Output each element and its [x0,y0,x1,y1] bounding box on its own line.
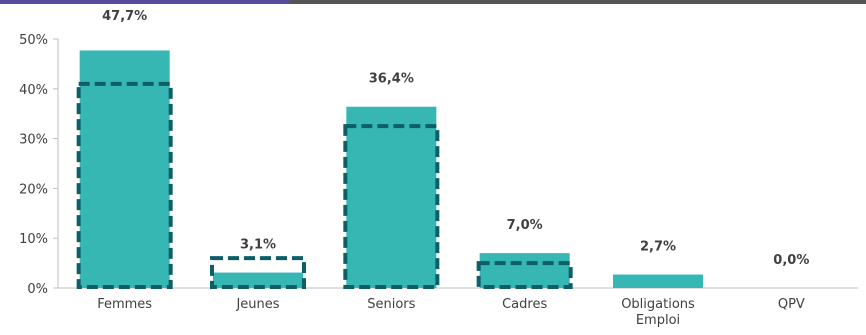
data-label: 2,7% [640,240,676,255]
category-label: Cadres [502,297,547,312]
y-tick-label: 30% [19,133,48,148]
top-accent-left [0,0,290,4]
dashed-outline-femmes [76,81,173,289]
y-tick-label: 10% [19,232,48,247]
data-label: 36,4% [369,72,414,87]
category-label: Jeunes [235,297,279,312]
data-label: 7,0% [507,218,543,233]
bar-femmes [79,50,170,289]
data-label: 0,0% [773,253,809,268]
bar-cadres [479,253,570,288]
bar-jeunes [213,272,303,288]
y-tick-label: 50% [19,33,48,48]
y-tick-label: 20% [19,182,48,197]
category-label: Femmes [97,297,152,312]
data-label: 47,7% [102,9,147,24]
data-label: 3,1% [240,238,276,253]
bar-obligations-emploi [613,274,703,288]
bar-seniors [346,106,437,288]
y-tick-label: 0% [27,282,48,297]
dashed-outline-jeunes [210,256,306,289]
top-accent-right [290,0,866,4]
dashed-outline-cadres [476,261,573,290]
y-tick-label: 40% [19,83,48,98]
dashed-outline-seniors [343,124,440,290]
top-accent-bar [0,0,866,4]
category-label: QPV [778,297,805,312]
category-label: Seniors [367,297,415,312]
category-label: Obligations Emploi [621,297,695,328]
